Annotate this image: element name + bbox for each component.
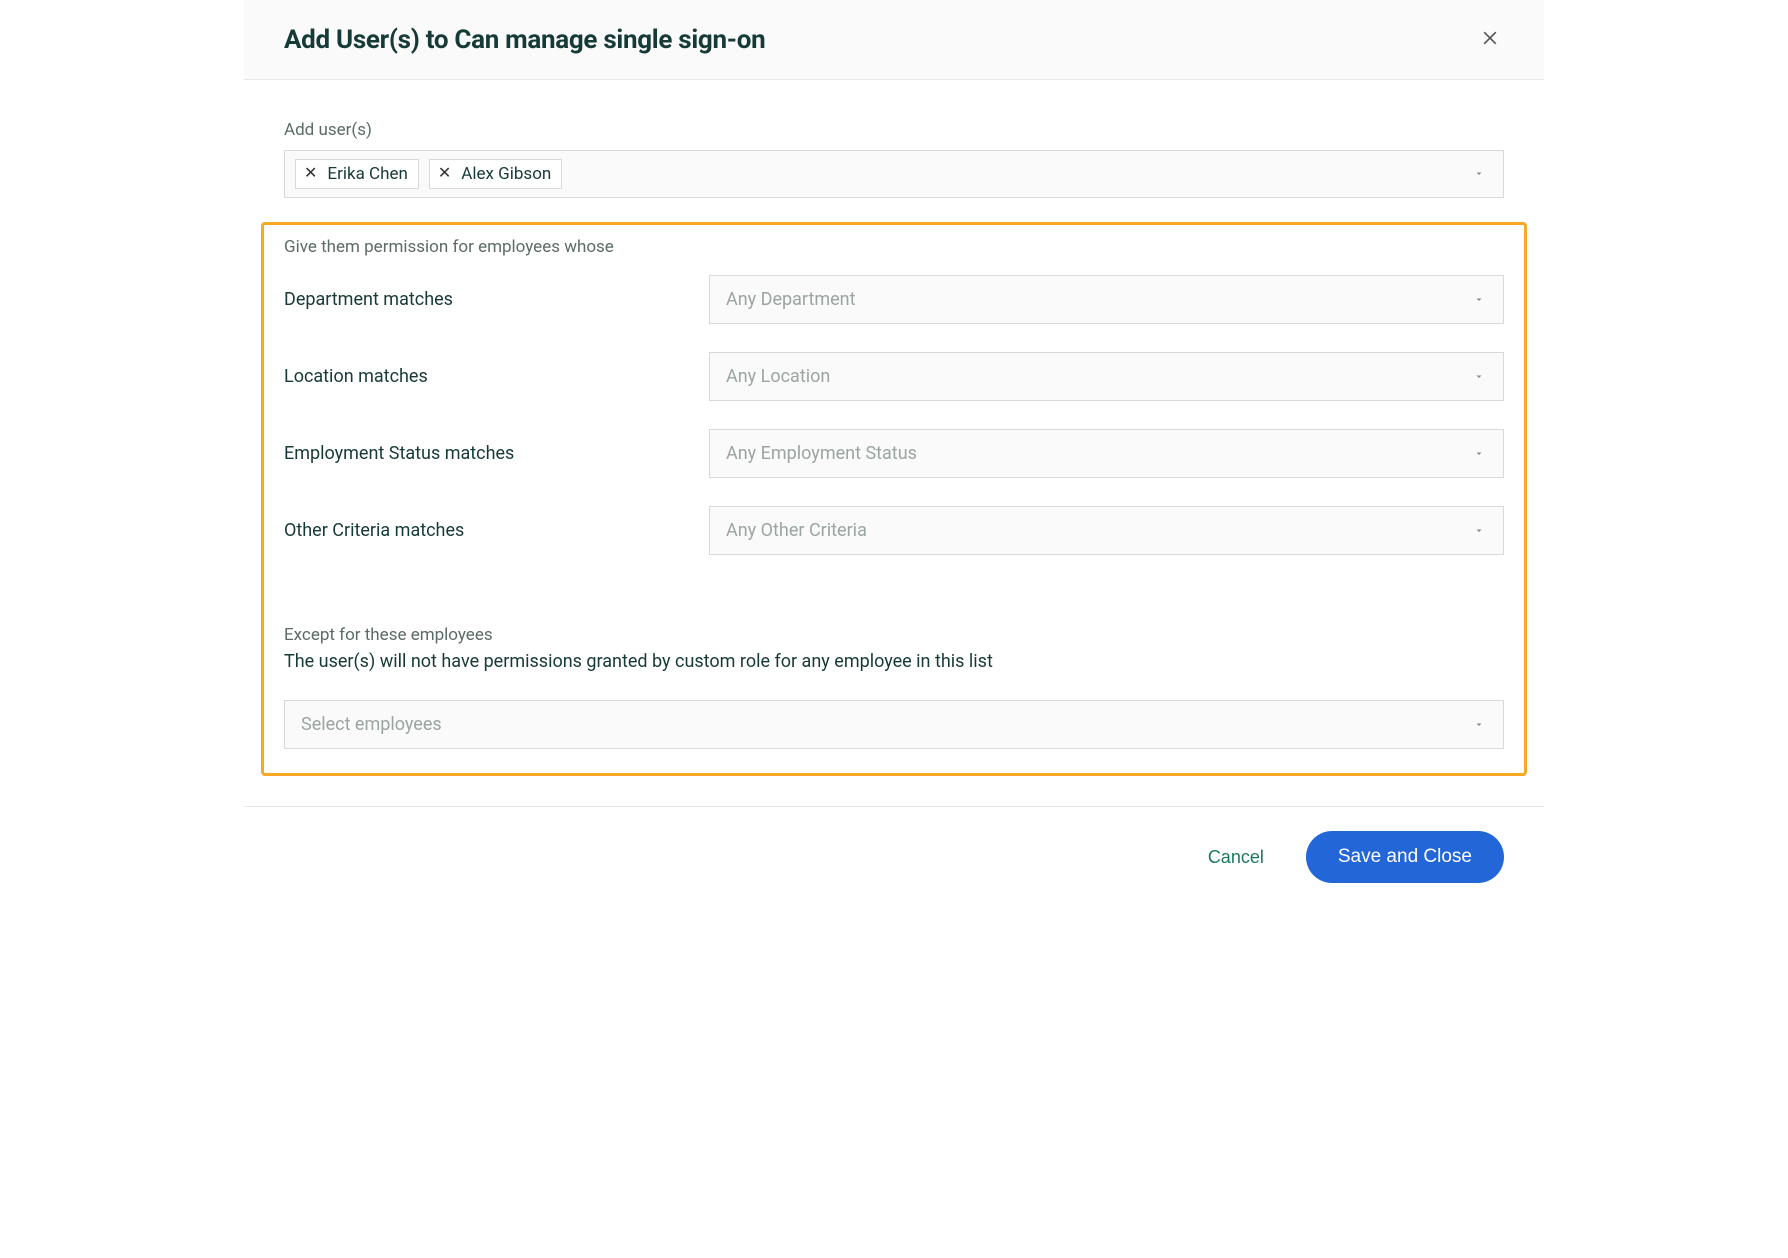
except-employees-select[interactable]: Select employees bbox=[284, 700, 1504, 749]
chevron-down-icon bbox=[1473, 165, 1485, 184]
location-select[interactable]: Any Location bbox=[709, 352, 1504, 401]
criteria-label: Department matches bbox=[284, 289, 709, 310]
add-users-label: Add user(s) bbox=[284, 120, 1504, 140]
employment-status-select-wrapper: Any Employment Status bbox=[709, 429, 1504, 478]
criteria-row-department: Department matches Any Department bbox=[284, 275, 1504, 324]
chip-name: Erika Chen bbox=[327, 164, 407, 184]
except-label: Except for these employees bbox=[284, 625, 1504, 645]
user-chip: ✕ Erika Chen bbox=[295, 159, 419, 189]
chip-name: Alex Gibson bbox=[461, 164, 551, 184]
criteria-row-other: Other Criteria matches Any Other Criteri… bbox=[284, 506, 1504, 555]
select-placeholder: Any Other Criteria bbox=[726, 520, 867, 541]
user-chip: ✕ Alex Gibson bbox=[429, 159, 562, 189]
except-section: Except for these employees The user(s) w… bbox=[284, 625, 1504, 749]
department-select[interactable]: Any Department bbox=[709, 275, 1504, 324]
criteria-label: Other Criteria matches bbox=[284, 520, 709, 541]
modal-footer: Cancel Save and Close bbox=[244, 806, 1544, 907]
remove-chip-button[interactable]: ✕ bbox=[302, 166, 319, 182]
select-placeholder: Any Location bbox=[726, 366, 830, 387]
cancel-button[interactable]: Cancel bbox=[1196, 839, 1276, 876]
permissions-section: Give them permission for employees whose… bbox=[261, 222, 1527, 776]
add-users-modal: Add User(s) to Can manage single sign-on… bbox=[244, 0, 1544, 907]
permissions-section-label: Give them permission for employees whose bbox=[284, 237, 1504, 257]
criteria-label: Employment Status matches bbox=[284, 443, 709, 464]
department-select-wrapper: Any Department bbox=[709, 275, 1504, 324]
remove-chip-button[interactable]: ✕ bbox=[436, 166, 453, 182]
criteria-row-employment-status: Employment Status matches Any Employment… bbox=[284, 429, 1504, 478]
chevron-down-icon bbox=[1473, 443, 1485, 464]
location-select-wrapper: Any Location bbox=[709, 352, 1504, 401]
modal-body: Add user(s) ✕ Erika Chen ✕ Alex Gibson G… bbox=[244, 80, 1544, 806]
chevron-down-icon bbox=[1473, 366, 1485, 387]
other-criteria-select[interactable]: Any Other Criteria bbox=[709, 506, 1504, 555]
chevron-down-icon bbox=[1473, 520, 1485, 541]
save-and-close-button[interactable]: Save and Close bbox=[1306, 831, 1504, 883]
criteria-label: Location matches bbox=[284, 366, 709, 387]
modal-title: Add User(s) to Can manage single sign-on bbox=[284, 25, 765, 55]
employment-status-select[interactable]: Any Employment Status bbox=[709, 429, 1504, 478]
select-placeholder: Select employees bbox=[301, 714, 442, 735]
chevron-down-icon bbox=[1473, 714, 1485, 735]
other-criteria-select-wrapper: Any Other Criteria bbox=[709, 506, 1504, 555]
close-button[interactable] bbox=[1476, 24, 1504, 55]
except-description: The user(s) will not have permissions gr… bbox=[284, 651, 1504, 672]
modal-header: Add User(s) to Can manage single sign-on bbox=[244, 0, 1544, 80]
criteria-row-location: Location matches Any Location bbox=[284, 352, 1504, 401]
close-icon bbox=[1480, 28, 1500, 51]
add-users-select[interactable]: ✕ Erika Chen ✕ Alex Gibson bbox=[284, 150, 1504, 198]
select-placeholder: Any Department bbox=[726, 289, 856, 310]
select-placeholder: Any Employment Status bbox=[726, 443, 917, 464]
chevron-down-icon bbox=[1473, 289, 1485, 310]
